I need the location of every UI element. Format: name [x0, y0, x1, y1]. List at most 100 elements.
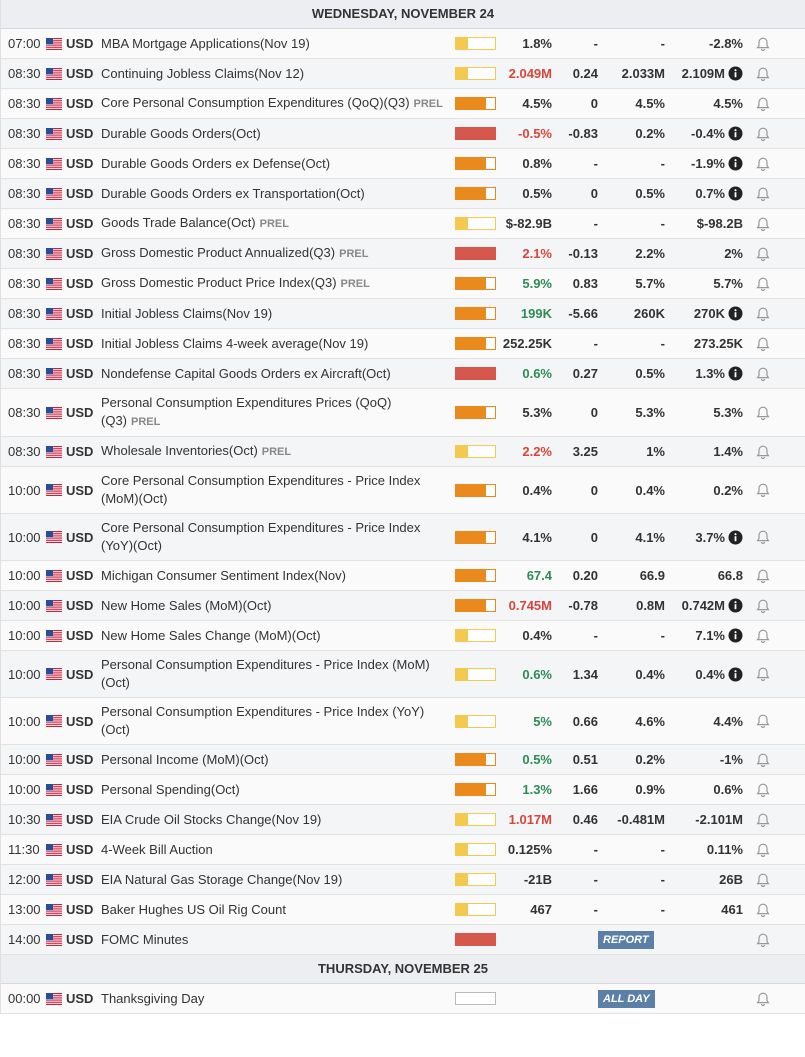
bell-icon: [756, 629, 770, 643]
impact-fill: [456, 38, 468, 49]
alert-bell[interactable]: [743, 156, 783, 172]
alert-bell[interactable]: [743, 336, 783, 352]
deviation: -: [593, 336, 598, 351]
event-row: 10:00 USD Personal Consumption Expenditure…: [1, 651, 805, 698]
currency: USD: [66, 932, 94, 947]
us-flag: [46, 629, 62, 642]
alert-bell[interactable]: [743, 598, 783, 614]
alert-bell[interactable]: [743, 405, 783, 421]
event-time: 10:00: [8, 666, 41, 682]
alert-bell[interactable]: [743, 246, 783, 262]
event-time: 08:30: [8, 126, 41, 141]
alert-bell[interactable]: [743, 628, 783, 644]
alert-bell[interactable]: [743, 529, 783, 545]
alert-bell[interactable]: [743, 842, 783, 858]
event-name: Initial Jobless Claims 4-week average(No…: [101, 335, 369, 351]
previous-cell: 4.5%: [665, 96, 743, 111]
impact-bar: [455, 367, 496, 380]
event-time: 11:30: [8, 842, 40, 857]
impact-fill: [456, 570, 487, 581]
event-row: 10:30 USD EIA Crude Oil Stocks Change(Nov …: [1, 805, 805, 835]
event-time: 14:00: [8, 932, 41, 947]
event-name: Thanksgiving Day: [101, 990, 205, 1006]
previous-cell: -0.4%: [665, 126, 743, 141]
alert-bell[interactable]: [743, 713, 783, 729]
us-flag: [46, 715, 62, 727]
previous: -0.4%: [691, 126, 725, 141]
currency: USD: [66, 444, 94, 459]
previous-cell: 5.7%: [665, 276, 743, 291]
alert-bell[interactable]: [743, 902, 783, 918]
deviation: -0.78: [568, 598, 598, 613]
event-button[interactable]: ALL DAY: [598, 989, 655, 1008]
event-time: 13:00: [8, 902, 41, 917]
event-name-cell: Thanksgiving Day: [101, 985, 455, 1013]
alert-bell[interactable]: [743, 666, 783, 682]
alert-bell[interactable]: [743, 306, 783, 322]
alert-bell[interactable]: [743, 812, 783, 828]
actual: 5.3%: [522, 405, 552, 420]
alert-bell[interactable]: [743, 96, 783, 112]
alert-bell[interactable]: [743, 36, 783, 52]
actual: 4.5%: [522, 96, 552, 111]
event-name: New Home Sales Change (MoM)(Oct): [101, 627, 321, 643]
consensus: 0.2%: [635, 752, 665, 767]
alert-bell[interactable]: [743, 872, 783, 888]
event-name: Wholesale Inventories(Oct): [101, 443, 258, 458]
info-icon: [728, 366, 743, 381]
actual: -21B: [523, 872, 552, 887]
event-name-cell: Personal Consumption Expenditures Prices…: [101, 389, 455, 436]
impact-fill: [456, 368, 495, 379]
alert-bell[interactable]: [743, 366, 783, 382]
currency: USD: [66, 782, 94, 797]
deviation: -: [593, 628, 598, 643]
bell-icon: [756, 97, 770, 111]
event-name: Durable Goods Orders(Oct): [101, 125, 261, 141]
consensus: -: [660, 156, 665, 171]
info-icon: [728, 530, 743, 544]
alert-bell[interactable]: [743, 568, 783, 584]
previous-cell: 461: [665, 902, 743, 917]
currency: USD: [66, 872, 94, 887]
deviation: 0: [590, 96, 598, 111]
actual: 2.2%: [522, 444, 552, 459]
previous: 2%: [724, 246, 743, 261]
event-button[interactable]: REPORT: [598, 930, 654, 949]
event-name-cell: Gross Domestic Product Price Index(Q3) PR…: [101, 269, 455, 298]
alert-bell[interactable]: [743, 782, 783, 798]
impact-cell: [455, 277, 501, 290]
deviation: 0.24: [572, 66, 598, 81]
currency: USD: [66, 405, 94, 420]
alert-bell[interactable]: [743, 186, 783, 202]
alert-bell[interactable]: [743, 276, 783, 292]
alert-bell[interactable]: [743, 66, 783, 82]
impact-fill: [456, 630, 468, 641]
info: [728, 126, 743, 141]
currency: USD: [66, 598, 94, 613]
alert-bell[interactable]: [743, 126, 783, 142]
event-name-cell: EIA Crude Oil Stocks Change(Nov 19): [101, 806, 455, 834]
alert-bell[interactable]: [743, 991, 783, 1007]
consensus: -: [660, 842, 665, 857]
impact-cell: [455, 813, 501, 826]
previous-cell: 5.3%: [665, 405, 743, 420]
event-tag: PREL: [339, 248, 369, 260]
impact-cell: [455, 530, 501, 544]
event-row: 10:00 USD Personal Income (MoM)(Oct) 0.5% 0.…: [1, 745, 805, 775]
alert-bell[interactable]: [743, 482, 783, 498]
impact-bar: [455, 667, 496, 681]
bell-icon: [756, 157, 770, 171]
consensus: 5.3%: [635, 405, 665, 420]
currency: USD: [66, 276, 94, 291]
alert-bell[interactable]: [743, 216, 783, 232]
event-name: Personal Consumption Expenditures - Pric…: [101, 704, 425, 737]
alert-bell[interactable]: [743, 752, 783, 768]
deviation: 0: [590, 405, 598, 420]
alert-bell[interactable]: [743, 444, 783, 460]
event-name: 4-Week Bill Auction: [101, 841, 213, 857]
consensus: 0.5%: [635, 186, 665, 201]
consensus: 0.9%: [635, 782, 665, 797]
info-icon: [728, 306, 743, 321]
deviation: -5.66: [568, 306, 598, 321]
alert-bell[interactable]: [743, 932, 783, 948]
